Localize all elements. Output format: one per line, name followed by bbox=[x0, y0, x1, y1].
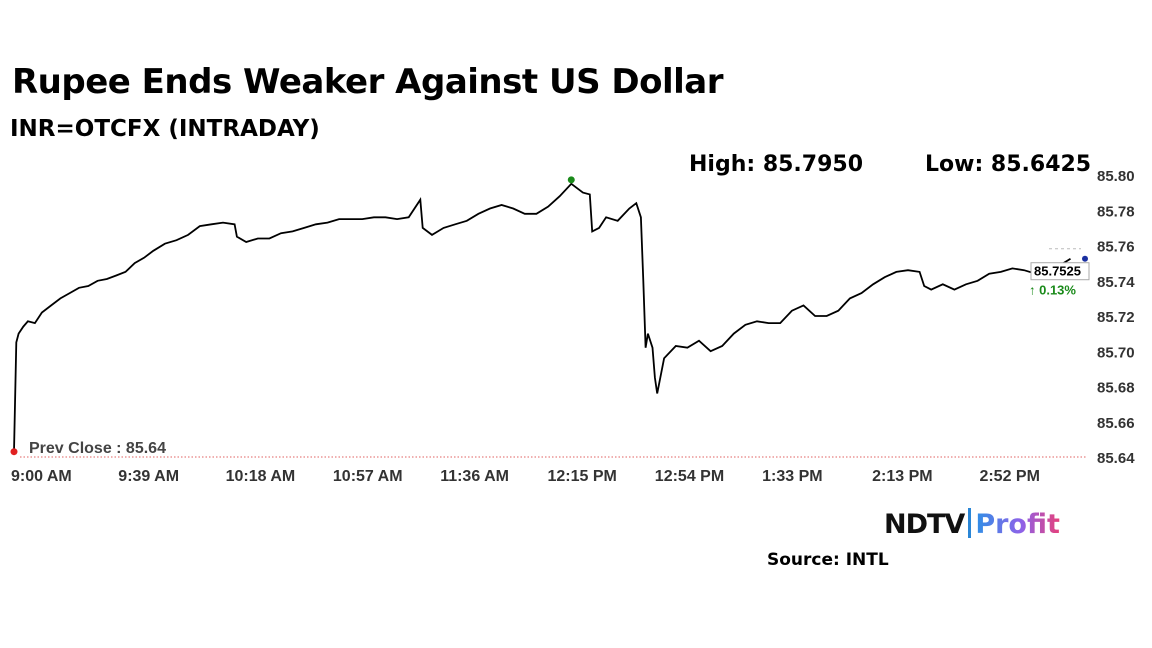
x-tick-label: 2:13 PM bbox=[872, 468, 932, 485]
y-tick-label: 85.78 bbox=[1097, 203, 1135, 220]
x-tick-label: 11:36 AM bbox=[440, 468, 509, 485]
y-tick-label: 85.68 bbox=[1097, 380, 1135, 397]
y-tick-label: 85.66 bbox=[1097, 415, 1135, 432]
logo-divider bbox=[968, 508, 972, 538]
start-marker bbox=[10, 448, 18, 456]
last-value-label: 85.7525 bbox=[1034, 264, 1081, 279]
x-tick-label: 2:52 PM bbox=[979, 468, 1039, 485]
x-tick-label: 1:33 PM bbox=[762, 468, 822, 485]
x-tick-label: 12:54 PM bbox=[655, 468, 724, 485]
x-tick-label: 10:18 AM bbox=[226, 468, 296, 485]
y-tick-label: 85.76 bbox=[1097, 239, 1135, 256]
price-line bbox=[13, 182, 1071, 452]
last-value-box bbox=[1030, 262, 1090, 281]
profit-wordmark: Profit bbox=[975, 509, 1060, 540]
ndtv-profit-logo: NDTV Profit bbox=[884, 508, 1060, 548]
page-title: Rupee Ends Weaker Against US Dollar bbox=[12, 62, 724, 102]
ndtv-wordmark: NDTV bbox=[884, 509, 965, 540]
intraday-line-chart: Prev Close : 85.64 85.7525 ↑ 0.13% 85.80 85.… bbox=[10, 168, 1135, 485]
last-marker bbox=[1082, 255, 1088, 262]
x-tick-label: 10:57 AM bbox=[333, 468, 403, 485]
source-note: Source: INTL bbox=[767, 550, 889, 570]
prev-close-label: Prev Close : 85.64 bbox=[29, 440, 166, 457]
y-tick-label: 85.72 bbox=[1097, 309, 1135, 326]
change-label: ↑ 0.13% bbox=[1029, 283, 1076, 298]
y-tick-label: 85.74 bbox=[1097, 274, 1135, 291]
y-tick-label: 85.80 bbox=[1097, 168, 1135, 185]
chart-subtitle: INR=OTCFX (INTRADAY) bbox=[10, 116, 320, 142]
high-marker bbox=[567, 176, 575, 184]
y-tick-label: 85.70 bbox=[1097, 344, 1135, 361]
x-tick-label: 9:39 AM bbox=[118, 468, 179, 485]
x-tick-label: 9:00 AM bbox=[11, 468, 72, 485]
y-tick-label: 85.64 bbox=[1097, 450, 1135, 467]
low-stat: Low: 85.6425 bbox=[925, 152, 1092, 177]
high-stat: High: 85.7950 bbox=[689, 152, 864, 177]
x-tick-label: 12:15 PM bbox=[548, 468, 617, 485]
